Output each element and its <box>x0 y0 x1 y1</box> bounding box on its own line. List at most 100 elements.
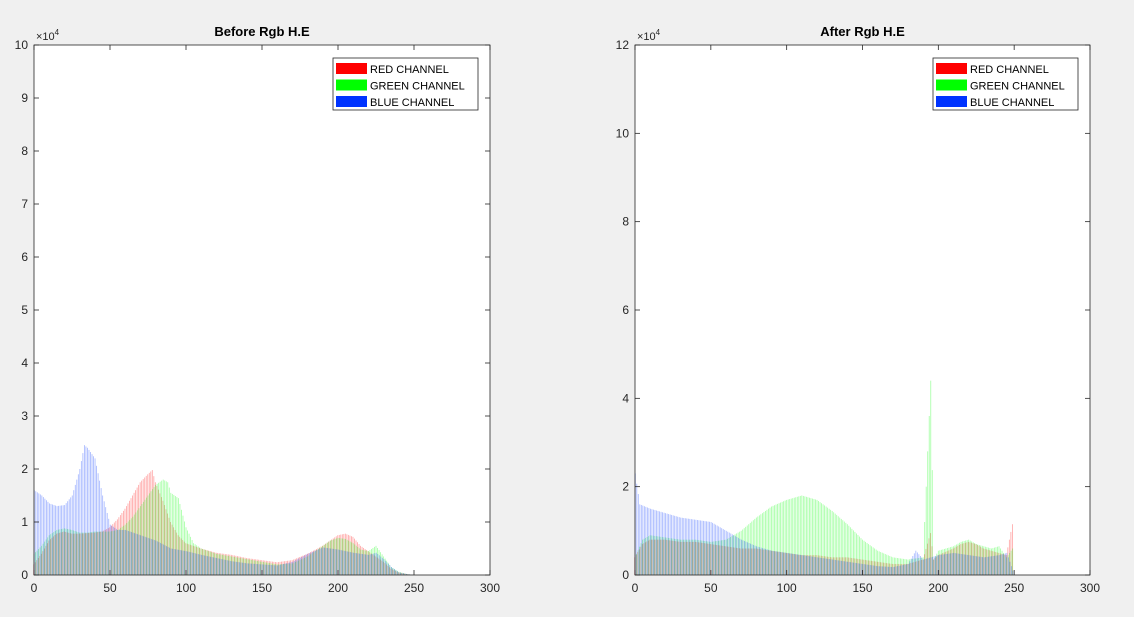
histogram-bar <box>707 541 709 575</box>
histogram-bar <box>860 538 862 575</box>
histogram-bar <box>748 524 750 575</box>
histogram-bar <box>713 523 715 575</box>
histogram-bar <box>358 544 360 575</box>
histogram-bar <box>682 541 684 575</box>
histogram-bar <box>211 551 213 575</box>
histogram-bar <box>887 555 889 575</box>
histogram-bar <box>773 551 775 575</box>
histogram-bar <box>83 533 85 575</box>
histogram-bar <box>405 573 407 575</box>
histogram-bar <box>351 542 353 575</box>
histogram-bar <box>249 563 251 575</box>
histogram-bar <box>757 516 759 575</box>
histogram-bar <box>734 534 736 575</box>
histogram-bar <box>154 482 156 575</box>
x-tick-label: 100 <box>176 581 196 595</box>
histogram-bar <box>185 551 187 575</box>
histogram-bar <box>740 530 742 575</box>
histogram-bar <box>677 539 678 575</box>
histogram-bar <box>264 560 266 575</box>
histogram-bar <box>118 517 120 575</box>
histogram-bar <box>134 533 135 575</box>
histogram-bar <box>750 543 751 575</box>
histogram-bar <box>930 533 931 575</box>
histogram-bar <box>783 501 785 575</box>
histogram-bar <box>100 531 102 575</box>
histogram-bar <box>969 542 971 575</box>
histogram-bar <box>812 498 813 575</box>
histogram-bar <box>760 547 762 575</box>
histogram-bar <box>869 560 871 575</box>
histogram-bar <box>334 549 336 575</box>
histogram-bar <box>262 560 264 575</box>
histogram-bar <box>737 537 739 575</box>
histogram-bar <box>303 555 305 575</box>
histogram-bar <box>135 533 137 575</box>
histogram-bar <box>242 562 243 575</box>
histogram-bar <box>785 552 787 575</box>
histogram-bar <box>98 531 100 575</box>
histogram-bar <box>215 553 217 575</box>
histogram-bar <box>951 549 953 575</box>
histogram-bar <box>906 564 908 575</box>
histogram-bar <box>733 535 735 575</box>
histogram-bar <box>840 557 842 575</box>
histogram-bar <box>669 538 671 575</box>
histogram-bar <box>998 555 1000 575</box>
histogram-bar <box>895 563 897 575</box>
histogram-bar <box>182 540 184 575</box>
histogram-bar <box>1010 566 1012 575</box>
histogram-bar <box>883 566 885 575</box>
histogram-bar <box>889 556 891 575</box>
histogram-bar <box>968 555 970 575</box>
histogram-bar <box>818 501 819 575</box>
histogram-bar <box>889 563 890 575</box>
histogram-bar <box>922 557 924 575</box>
series-blue-channel <box>634 473 1014 575</box>
histogram-bar <box>688 541 690 575</box>
histogram-bar <box>204 555 205 575</box>
histogram-bar <box>1000 548 1001 575</box>
histogram-bar <box>407 574 409 575</box>
histogram-bar <box>937 555 939 575</box>
histogram-bar <box>146 537 148 575</box>
histogram-bar <box>962 541 964 575</box>
histogram-bar <box>381 554 383 575</box>
histogram-bar <box>698 520 700 575</box>
y-tick-label: 10 <box>616 126 630 140</box>
histogram-bar <box>702 540 704 575</box>
histogram-bar <box>351 536 352 575</box>
histogram-bar <box>381 560 383 575</box>
histogram-bar <box>845 561 847 575</box>
histogram-bar <box>971 555 973 575</box>
histogram-bar <box>343 533 345 575</box>
histogram-bar <box>62 505 64 575</box>
histogram-bar <box>907 559 909 575</box>
legend-entry: BLUE CHANNEL <box>370 97 454 109</box>
histogram-bar <box>956 553 958 575</box>
histogram-bar <box>1007 557 1009 575</box>
histogram-bar <box>387 562 389 575</box>
histogram-bar <box>1009 552 1011 575</box>
histogram-bar <box>703 520 704 575</box>
histogram-bar <box>883 562 884 575</box>
histogram-bar <box>35 552 36 575</box>
histogram-bar <box>801 555 803 575</box>
histogram-bar <box>291 560 293 575</box>
histogram-bar <box>173 494 175 575</box>
histogram-bar <box>953 552 955 575</box>
histogram-bar <box>263 562 264 575</box>
histogram-bar <box>698 540 700 575</box>
histogram-bar <box>965 540 967 575</box>
histogram-bar <box>933 559 935 575</box>
histogram-bar <box>645 506 647 575</box>
histogram-bar <box>395 570 397 575</box>
histogram-bar <box>918 557 920 575</box>
histogram-bar <box>272 563 274 575</box>
histogram-bar <box>57 529 59 575</box>
histogram-bar <box>994 555 996 575</box>
histogram-bar <box>829 557 831 575</box>
histogram-bar <box>711 544 713 575</box>
histogram-bar <box>405 573 407 575</box>
